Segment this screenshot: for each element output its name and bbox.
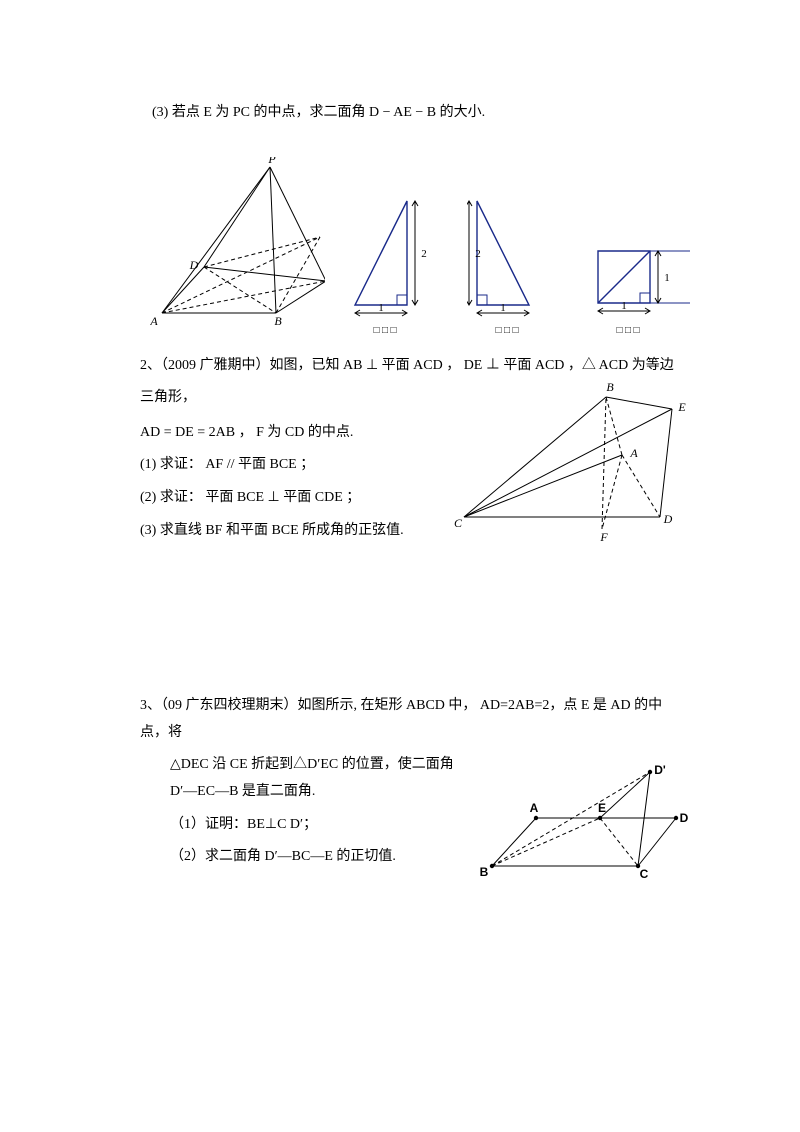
svg-text:D: D <box>189 258 199 272</box>
q2-given: AD = DE = 2AB ， F 为 CD 的中点. <box>140 420 434 447</box>
q2-intro-b: 三角形， <box>140 385 434 412</box>
svg-text:B: B <box>606 380 614 394</box>
svg-text:C: C <box>640 867 649 881</box>
svg-text:D: D <box>663 512 673 526</box>
svg-text:2: 2 <box>475 248 481 260</box>
svg-text:F: F <box>599 530 608 544</box>
svg-text:E: E <box>598 801 606 815</box>
q2-diagram: C D F A B E <box>454 379 690 553</box>
svg-text:C: C <box>454 516 463 530</box>
q3-p2: （2）求二面角 D′—BC—E 的正切值. <box>140 844 470 871</box>
svg-text:1: 1 <box>378 302 384 314</box>
q2-intro-a: 2、（2009 广雅期中）如图，已知 AB ⊥ 平面 ACD ， DE ⊥ 平面… <box>140 353 690 380</box>
svg-text:B: B <box>480 865 489 879</box>
q2-block: 三角形， AD = DE = 2AB ， F 为 CD 的中点. (1) 求证：… <box>140 385 690 553</box>
svg-text:D: D <box>680 811 689 825</box>
svg-text:A: A <box>150 314 158 328</box>
svg-text:□ □ □: □ □ □ <box>617 325 640 335</box>
svg-text:E: E <box>677 400 686 414</box>
q1-part3: (3) 若点 E 为 PC 的中点，求二面角 D − AE − B 的大小. <box>140 100 690 127</box>
svg-text:1: 1 <box>622 300 628 312</box>
q1-main-diagram: ABCDPE <box>150 157 325 335</box>
svg-text:A: A <box>629 446 638 460</box>
q1-diagrams: ABCDPE 12□ □ □ 12□ □ □ 11□ □ □ <box>150 157 690 335</box>
q1-view-side: 1 2 □ □ □ <box>467 195 569 335</box>
q3-diagram: B A E D C D' <box>480 760 690 890</box>
svg-text:B: B <box>274 314 282 328</box>
svg-text:□ □ □: □ □ □ <box>374 325 397 335</box>
svg-text:2: 2 <box>421 248 427 260</box>
q3-line1: 3、（09 广东四校理期末）如图所示, 在矩形 ABCD 中， AD=2AB=2… <box>140 693 690 746</box>
q3-block: △DEC 沿 CE 折起到△D′EC 的位置，使二面角 D′—EC—B 是直二面… <box>140 752 690 890</box>
svg-text:1: 1 <box>665 272 671 284</box>
svg-text:A: A <box>530 801 539 815</box>
q2-p1: (1) 求证： AF // 平面 BCE ； <box>140 452 434 479</box>
q2-p3: (3) 求直线 BF 和平面 BCE 所成角的正弦值. <box>140 518 434 545</box>
svg-text:1: 1 <box>500 302 506 314</box>
q3-line2: △DEC 沿 CE 折起到△D′EC 的位置，使二面角 D′—EC—B 是直二面… <box>140 752 470 805</box>
q1-view-top: 1 1 □ □ □ <box>588 227 690 335</box>
q1-view-front: 1 2 □ □ □ <box>345 195 447 335</box>
q2-p2: (2) 求证： 平面 BCE ⊥ 平面 CDE ； <box>140 485 434 512</box>
svg-text:D': D' <box>654 763 666 777</box>
svg-text:□ □ □: □ □ □ <box>495 325 518 335</box>
q3-p1: （1）证明：BE⊥C D′； <box>140 812 470 839</box>
svg-text:P: P <box>267 157 276 166</box>
